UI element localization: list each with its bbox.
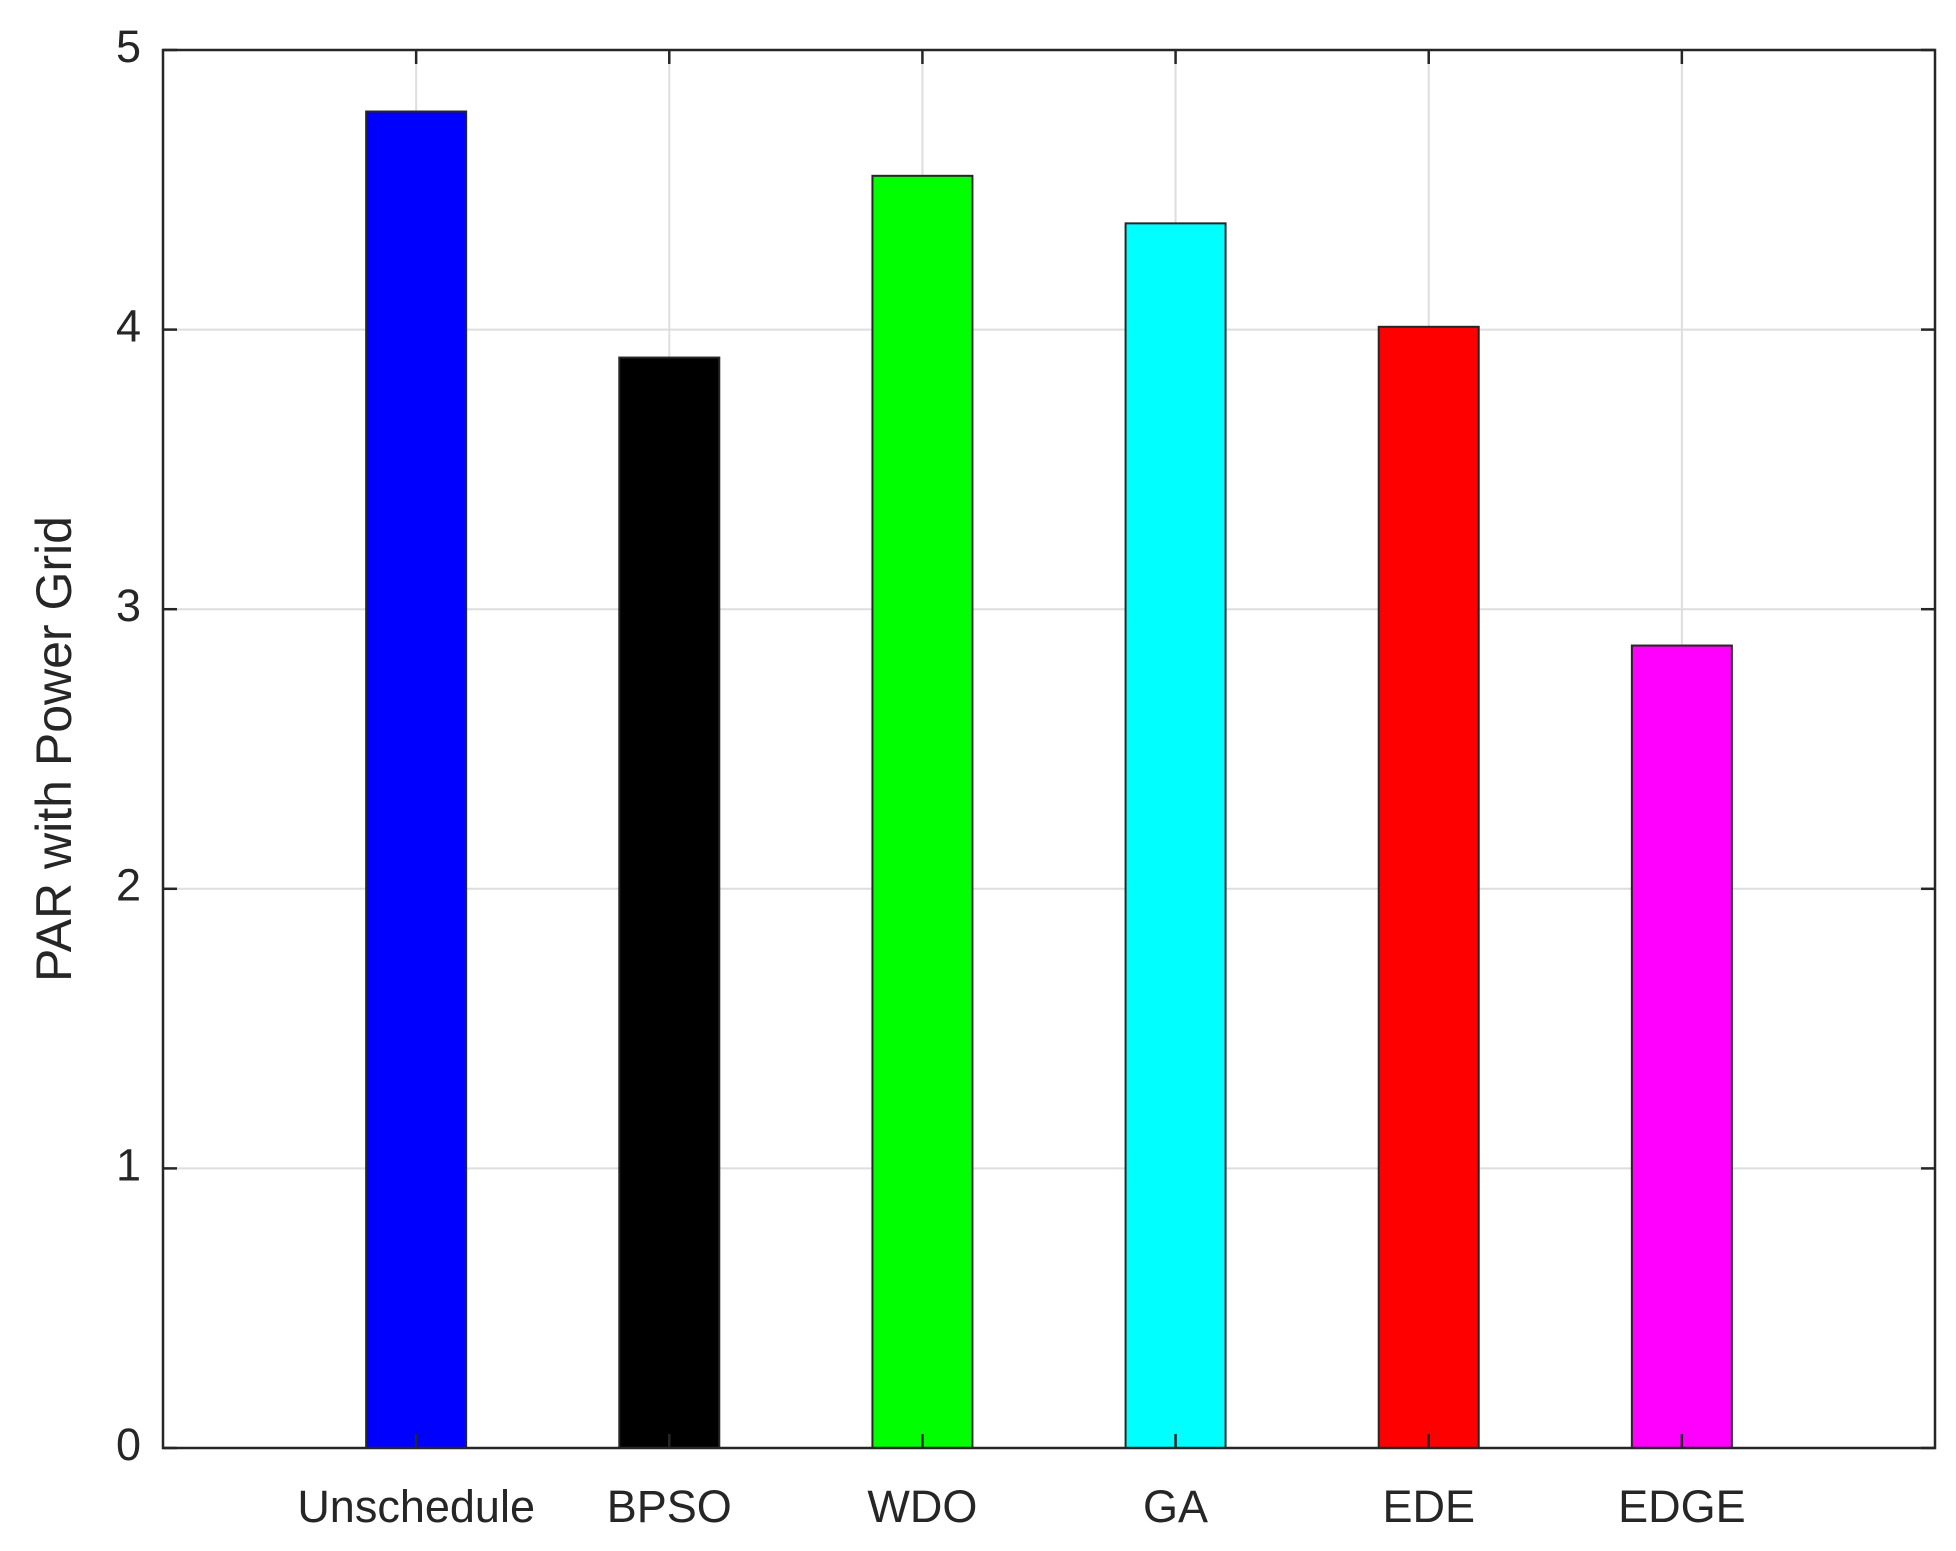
y-tick-label: 1 bbox=[116, 1139, 141, 1190]
y-tick-label: 5 bbox=[116, 21, 141, 72]
plot-frame bbox=[161, 48, 1937, 1450]
x-tick-label: EDGE bbox=[1618, 1481, 1746, 1532]
bar bbox=[1630, 644, 1733, 1449]
x-tick-label: BPSO bbox=[607, 1481, 732, 1532]
bar bbox=[618, 356, 721, 1449]
bar bbox=[1124, 222, 1227, 1449]
x-tick-label: EDE bbox=[1382, 1481, 1475, 1532]
y-tick-label: 4 bbox=[116, 300, 141, 351]
bar bbox=[365, 110, 468, 1450]
y-axis-label: PAR with Power Grid bbox=[26, 516, 82, 982]
y-tick-label: 2 bbox=[116, 860, 141, 911]
bar bbox=[1377, 325, 1480, 1450]
bar bbox=[871, 174, 974, 1450]
x-tick-label: WDO bbox=[867, 1481, 977, 1532]
x-tick-label: Unschedule bbox=[297, 1481, 535, 1532]
y-tick-label: 0 bbox=[116, 1419, 141, 1470]
y-tick-label: 3 bbox=[116, 580, 141, 631]
x-tick-label: GA bbox=[1143, 1481, 1208, 1532]
